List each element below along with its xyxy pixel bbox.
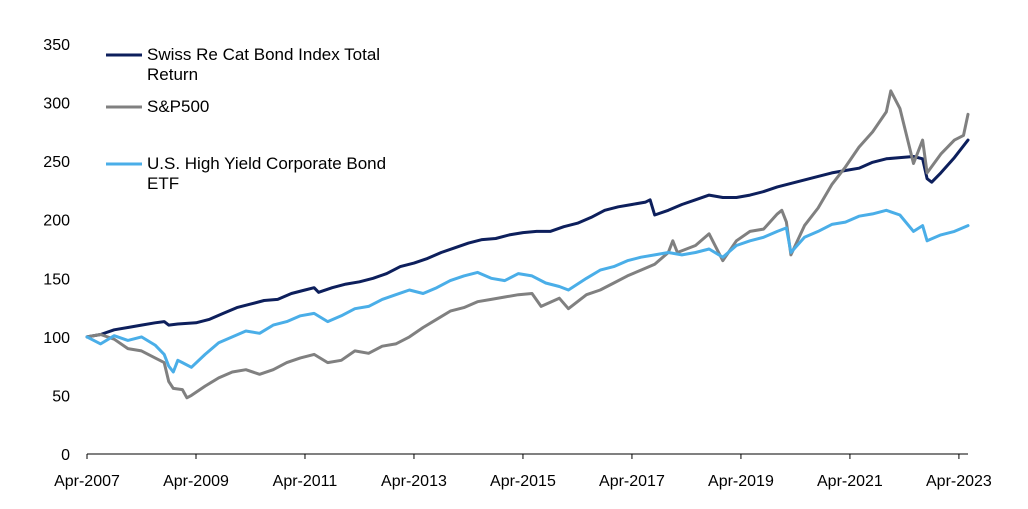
y-tick-label: 200 (43, 213, 70, 230)
series-line (85, 208, 970, 374)
x-axis: Apr-2007 Apr-2009 Apr-2011 Apr-2013 Apr-2015… (54, 453, 992, 490)
y-tick-label: 300 (43, 96, 70, 113)
series-lines (85, 89, 970, 400)
series-line (85, 89, 970, 400)
x-tick-label: Apr-2023 (926, 473, 992, 490)
legend-label: U.S. High Yield Corporate Bond (147, 154, 386, 173)
series-line (85, 138, 970, 339)
y-axis: 0 50 100 150 200 250 300 350 (43, 37, 70, 464)
y-tick-label: 50 (52, 388, 70, 405)
y-tick-label: 150 (43, 271, 70, 288)
x-tick-label: Apr-2015 (490, 473, 556, 490)
legend-label: Swiss Re Cat Bond Index Total (147, 45, 380, 64)
x-tick-label: Apr-2013 (381, 473, 447, 490)
legend-label: ETF (147, 174, 179, 193)
y-tick-label: 250 (43, 154, 70, 171)
y-tick-label: 100 (43, 330, 70, 347)
x-tick-label: Apr-2011 (273, 473, 338, 490)
y-tick-label: 350 (43, 37, 70, 54)
legend-label: S&P500 (147, 97, 209, 116)
x-tick-label: Apr-2007 (54, 473, 120, 490)
x-tick-label: Apr-2021 (817, 473, 883, 490)
x-tick-label: Apr-2017 (599, 473, 665, 490)
x-tick-label: Apr-2019 (708, 473, 774, 490)
legend-label: Return (147, 65, 198, 84)
x-tick-label: Apr-2009 (163, 473, 229, 490)
y-tick-label: 0 (61, 447, 70, 464)
